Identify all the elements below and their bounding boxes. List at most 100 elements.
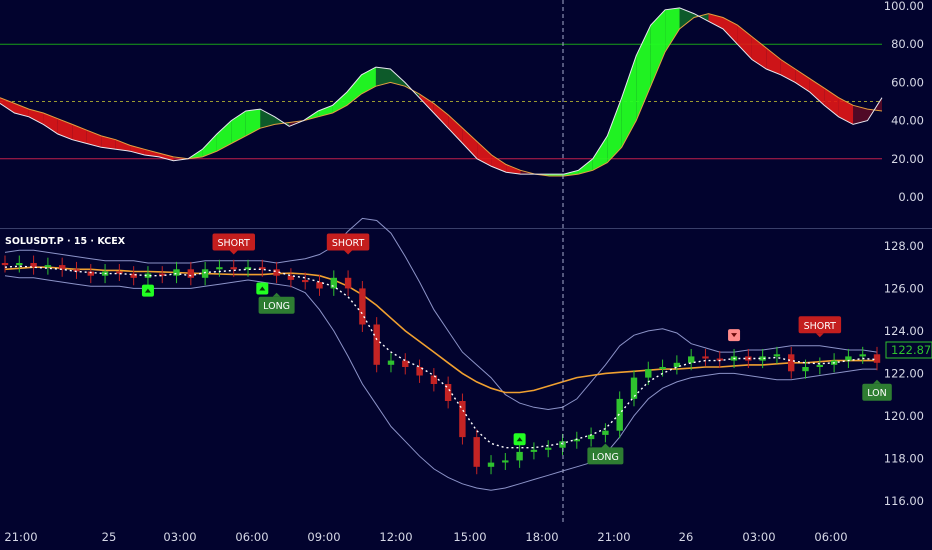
signal-tag-pointer-icon: [815, 333, 824, 338]
oscillator-fill-segment: [433, 103, 449, 129]
last-price-badge-text: 122.87: [891, 343, 931, 357]
candle-body: [759, 356, 766, 361]
candle-body: [144, 273, 152, 278]
oscillator-fill-segment: [867, 97, 882, 121]
short-signal-tag: [212, 233, 255, 251]
buy-marker-arrow-icon: [516, 437, 523, 442]
oscillator-fill-segment: [448, 114, 463, 144]
oscillator-fill-segment: [795, 69, 810, 92]
candle-body: [616, 398, 623, 431]
signal-tag-pointer-icon: [601, 443, 610, 448]
time-x-tick-label: 03:00: [163, 530, 196, 544]
candle-body: [316, 282, 323, 289]
candle-body: [716, 358, 723, 361]
price-y-tick-label: 118.00: [884, 451, 924, 465]
signal-tag-pointer-icon: [873, 379, 881, 384]
candle-body: [459, 401, 466, 438]
oscillator-fill-segment: [216, 120, 232, 152]
oscillator-fill-segment: [231, 111, 246, 144]
last-price-badge-box: [885, 341, 932, 359]
candle-body: [688, 356, 695, 363]
bollinger-upper-band: [4, 217, 878, 411]
candle-body: [87, 271, 94, 276]
candle-body: [444, 384, 452, 401]
oscillator-fill-segment: [592, 135, 608, 171]
short-signal-label: SHORT: [218, 238, 251, 249]
oscillator-fill-segment: [130, 145, 145, 155]
time-x-tick-label: 15:00: [453, 530, 486, 544]
candle-body: [1, 263, 9, 266]
oscillator-y-tick-label: 80.00: [891, 37, 924, 51]
price-y-tick-label: 128.00: [884, 239, 924, 253]
oscillator-fill-segment: [419, 93, 434, 113]
oscillator-y-tick-label: 100.00: [884, 0, 924, 13]
price-y-tick-label: 122.00: [884, 366, 924, 380]
short-signal-tag: [798, 316, 842, 334]
candle-body: [201, 269, 209, 278]
oscillator-fill-segment: [607, 97, 622, 163]
oscillator-fill-segment: [43, 113, 58, 134]
oscillator-fill-segment: [853, 105, 868, 125]
oscillator-fill-segment: [578, 158, 593, 175]
time-x-tick-label: 12:00: [379, 530, 412, 544]
oscillator-fill-segment: [57, 118, 73, 140]
oscillator-fill-segment: [245, 109, 261, 136]
time-x-tick-label: 18:00: [525, 530, 558, 544]
long-signal-tag: [862, 383, 892, 401]
candle-body: [387, 360, 395, 365]
oscillator-fill-segment: [361, 67, 376, 94]
candle-body: [702, 356, 709, 359]
candle-body: [773, 354, 781, 357]
oscillator-fill-segment: [737, 25, 752, 60]
candle-body: [373, 324, 380, 365]
oscillator-fill-segment: [679, 7, 694, 29]
oscillator-y-tick-label: 20.00: [891, 152, 924, 166]
oscillator-fill-segment: [159, 153, 174, 161]
time-x-tick-label: 26: [679, 530, 694, 544]
candle-body: [44, 265, 52, 268]
candle-body: [859, 354, 866, 357]
candle-body: [244, 267, 252, 270]
short-signal-label: SHORT: [804, 321, 837, 332]
oscillator-fill-segment: [621, 55, 637, 148]
oscillator-fill-segment: [824, 88, 839, 117]
candle-body: [30, 263, 37, 268]
short-signal-label: SHORT: [332, 238, 365, 249]
candle-body: [502, 460, 509, 463]
candle-body: [302, 280, 309, 283]
candle-body: [645, 369, 652, 378]
candle-body: [587, 434, 595, 440]
long-signal-label: LONG: [592, 452, 619, 463]
candle-body: [673, 362, 681, 367]
signal-tag-pointer-icon: [229, 250, 238, 255]
candle-body: [159, 273, 166, 276]
long-signal-tag: [258, 296, 295, 314]
oscillator-fill-segment: [809, 78, 825, 106]
oscillator-y-tick-label: 60.00: [891, 75, 924, 89]
candle-body: [473, 437, 480, 467]
oscillator-y-axis: 0.00 20.00 40.00 60.00 80.00 100.00: [884, 0, 924, 204]
candle-body: [802, 367, 809, 372]
candle-body: [430, 375, 438, 384]
candle-body: [359, 288, 366, 325]
oscillator-fill-segment: [332, 92, 347, 113]
candle-body: [630, 377, 638, 399]
candle-body: [187, 269, 194, 278]
oscillator-fill-segment: [491, 155, 507, 173]
candle-body: [402, 360, 409, 367]
oscillator-fill-segment: [28, 109, 44, 125]
oscillator-panel: [0, 7, 883, 177]
price-panel: SHORT LONG SHORT LONG SHORT LON: [1, 217, 892, 491]
time-x-tick-label: 25: [102, 530, 117, 544]
oscillator-fill-segment: [462, 128, 478, 159]
signal-tag-pointer-icon: [272, 292, 281, 297]
time-x-tick-label: 21:00: [597, 530, 630, 544]
candle-body: [816, 364, 823, 367]
price-y-tick-label: 116.00: [884, 494, 924, 508]
time-x-tick-label: 06:00: [235, 530, 268, 544]
oscillator-fill-segment: [202, 134, 217, 157]
oscillator-fill-segment: [347, 74, 362, 106]
short-signal-tag: [326, 233, 370, 251]
candle-body: [273, 269, 280, 276]
